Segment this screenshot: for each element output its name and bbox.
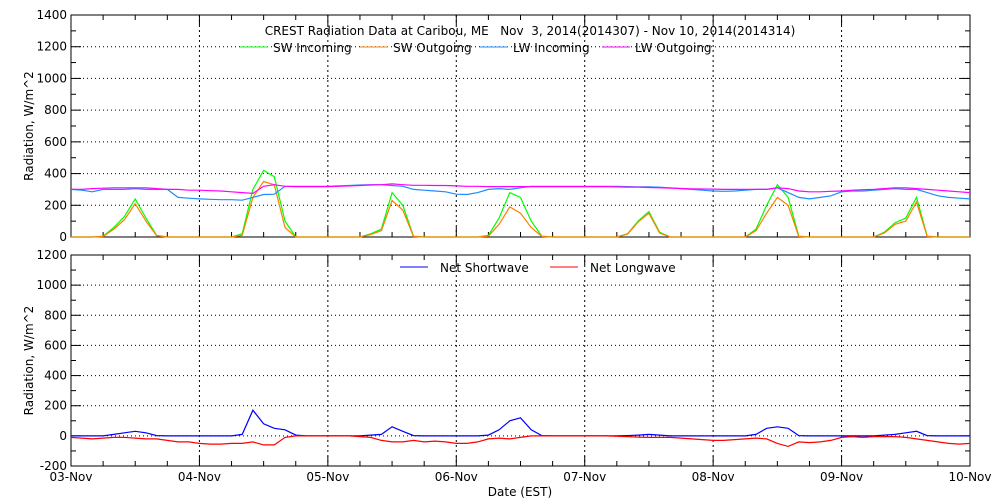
y-tick-label: 1000: [36, 71, 67, 85]
series-line-lw-incoming: [70, 184, 971, 201]
y-tick-label: 800: [44, 103, 67, 117]
series-line-sw-outgoing: [71, 180, 970, 238]
legend-label: SW Incoming: [273, 41, 352, 55]
series-line-net-longwave: [70, 435, 971, 448]
y-tick-label: 1200: [36, 40, 67, 54]
x-tick-label: 10-Nov: [948, 470, 991, 484]
y-tick-label: 1400: [36, 8, 67, 22]
y-axis-label: Radiation, W/m^2: [22, 71, 36, 181]
y-tick-label: 200: [44, 198, 67, 212]
legend-label: LW Incoming: [513, 41, 590, 55]
y-tick-label: 1200: [36, 248, 67, 262]
x-tick-label: 06-Nov: [435, 470, 478, 484]
x-tick-label: 08-Nov: [692, 470, 735, 484]
y-tick-label: 200: [44, 399, 67, 413]
y-tick-label: 0: [59, 429, 67, 443]
series-line-lw-outgoing: [71, 183, 971, 195]
chart-title: CREST Radiation Data at Caribou, ME Nov …: [265, 24, 796, 38]
legend-label: SW Outgoing: [393, 41, 472, 55]
y-axis-label: Radiation, W/m^2: [22, 306, 36, 416]
panel-2: -200 0 200 400 600 800 1000 1200 03-Nov 04-Nov 05-…: [22, 248, 992, 484]
legend-label: Net Shortwave: [440, 261, 529, 275]
y-tick-label: 600: [44, 135, 67, 149]
legend-label: LW Outgoing: [635, 41, 712, 55]
y-tick-label: 0: [59, 230, 67, 244]
x-tick-label: 09-Nov: [820, 470, 863, 484]
x-tick-label: 05-Nov: [306, 470, 349, 484]
panel-1: 0 200 400 600 800 1000 1200 1400 Radiation, W/m^…: [22, 8, 971, 244]
series-line-net-shortwave: [71, 409, 970, 437]
series-line-sw-incoming: [71, 169, 970, 238]
y-tick-label: 800: [44, 308, 67, 322]
legend-label: Net Longwave: [590, 261, 676, 275]
y-tick-label: 400: [44, 369, 67, 383]
x-tick-label: 03-Nov: [49, 470, 92, 484]
y-tick-label: 1000: [36, 278, 67, 292]
y-tick-label: 600: [44, 338, 67, 352]
plot-frame: [70, 254, 971, 467]
y-tick-label: 400: [44, 167, 67, 181]
y-tick-label: -200: [40, 459, 67, 473]
plot-frame: [70, 14, 971, 238]
x-tick-label: 07-Nov: [563, 470, 606, 484]
x-tick-label: 04-Nov: [178, 470, 221, 484]
x-axis-label: Date (EST): [488, 485, 552, 499]
